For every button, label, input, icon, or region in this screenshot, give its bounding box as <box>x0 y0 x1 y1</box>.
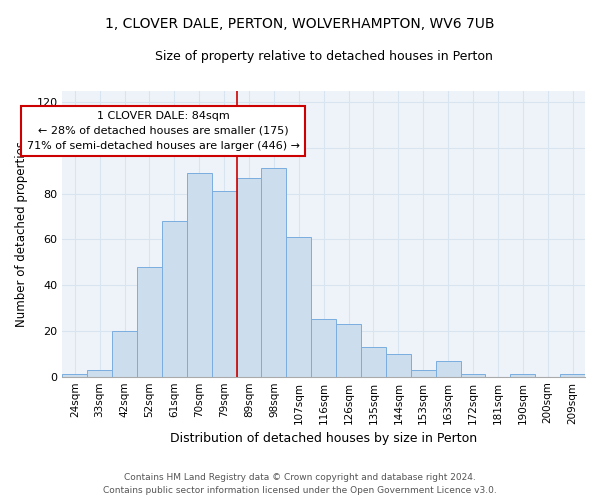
Bar <box>236 178 262 376</box>
Bar <box>560 374 585 376</box>
Bar <box>311 320 336 376</box>
Bar <box>336 324 361 376</box>
Bar <box>87 370 112 376</box>
X-axis label: Distribution of detached houses by size in Perton: Distribution of detached houses by size … <box>170 432 477 445</box>
Bar <box>262 168 286 376</box>
Text: 1, CLOVER DALE, PERTON, WOLVERHAMPTON, WV6 7UB: 1, CLOVER DALE, PERTON, WOLVERHAMPTON, W… <box>105 18 495 32</box>
Bar <box>386 354 411 376</box>
Title: Size of property relative to detached houses in Perton: Size of property relative to detached ho… <box>155 50 493 63</box>
Bar <box>461 374 485 376</box>
Bar <box>112 331 137 376</box>
Y-axis label: Number of detached properties: Number of detached properties <box>15 140 28 326</box>
Bar <box>62 374 87 376</box>
Bar <box>511 374 535 376</box>
Bar <box>411 370 436 376</box>
Bar <box>361 347 386 376</box>
Bar <box>436 360 461 376</box>
Bar <box>212 192 236 376</box>
Bar <box>137 267 162 376</box>
Bar <box>187 173 212 376</box>
Text: Contains HM Land Registry data © Crown copyright and database right 2024.
Contai: Contains HM Land Registry data © Crown c… <box>103 474 497 495</box>
Text: 1 CLOVER DALE: 84sqm
← 28% of detached houses are smaller (175)
71% of semi-deta: 1 CLOVER DALE: 84sqm ← 28% of detached h… <box>27 111 300 151</box>
Bar <box>286 237 311 376</box>
Bar <box>162 221 187 376</box>
